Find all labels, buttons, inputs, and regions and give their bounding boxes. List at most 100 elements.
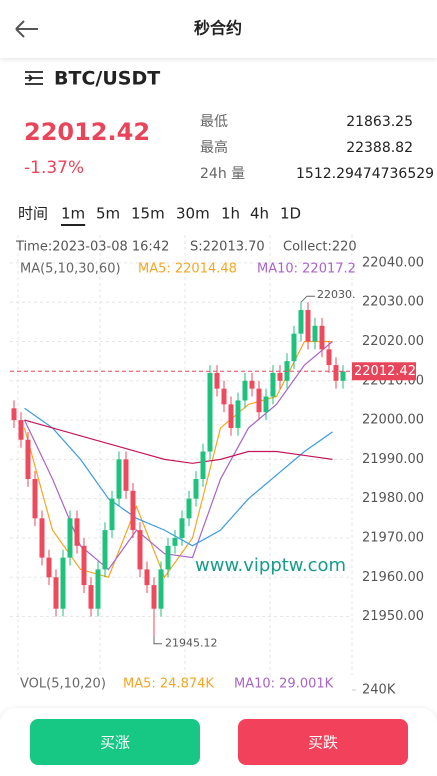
- change: -1.37%: [24, 158, 84, 178]
- candle-body: [235, 400, 241, 428]
- chart-info: Collect:220: [283, 240, 357, 255]
- candle-body: [11, 408, 17, 421]
- candle-body: [165, 545, 171, 570]
- stat-value: 22388.82: [346, 140, 413, 156]
- candle-body: [333, 365, 339, 381]
- ma-line: [24, 407, 333, 547]
- candle-body: [32, 479, 38, 519]
- menu-icon[interactable]: [25, 71, 43, 85]
- ma-legend: MA(5,10,30,60): [20, 262, 121, 277]
- stat-label: 24h 量: [200, 166, 245, 182]
- candle-body: [319, 325, 325, 350]
- time-tab[interactable]: 1h: [221, 205, 240, 223]
- candle-body: [25, 439, 31, 480]
- time-tab[interactable]: 5m: [96, 205, 120, 223]
- time-tab[interactable]: 30m: [176, 205, 210, 223]
- volume-legend: MA10: 29.001K: [234, 677, 334, 692]
- candle-body: [221, 388, 227, 405]
- y-tick-label: 21970.00: [362, 530, 424, 545]
- y-tick-label: 21980.00: [362, 491, 424, 506]
- volume-legend: VOL(5,10,20): [20, 677, 106, 692]
- buy-down-button[interactable]: [238, 719, 408, 765]
- header-bar: [0, 0, 437, 58]
- y-tick-label: 22020.00: [362, 334, 424, 349]
- ma-legend: MA5: 22014.48: [138, 262, 237, 277]
- time-tab[interactable]: 1D: [280, 205, 301, 223]
- candle-body: [95, 569, 101, 609]
- y-tick-label: 21990.00: [362, 452, 424, 467]
- page-title: 秒合约: [194, 19, 242, 38]
- chart-info: Time:2023-03-08 16:42: [15, 240, 169, 255]
- candle-body: [88, 585, 94, 609]
- buy-down-label: 买跌: [308, 734, 338, 752]
- candle-body: [298, 310, 304, 334]
- candle-body: [256, 388, 262, 413]
- chart-info: S:22013.70: [190, 240, 265, 255]
- candle-body: [340, 371, 346, 381]
- candle-body: [291, 333, 297, 362]
- candle-body: [18, 420, 24, 440]
- candle-body: [109, 498, 115, 531]
- candle-body: [130, 490, 136, 531]
- ma-line: [23, 340, 333, 579]
- candle-body: [67, 518, 73, 558]
- min-marker-arrow: [153, 635, 162, 645]
- candle-body: [172, 537, 178, 546]
- buy-up-label: 买涨: [100, 734, 130, 752]
- ma-legend: MA10: 22017.2: [257, 262, 356, 277]
- price: 22012.42: [24, 118, 150, 146]
- ma-line: [24, 419, 333, 464]
- candle-body: [123, 459, 129, 491]
- current-price-box: [352, 362, 416, 381]
- y-tick-label: 21960.00: [362, 570, 424, 585]
- max-marker-arrow: [300, 295, 315, 303]
- buy-up-button[interactable]: [30, 719, 200, 765]
- volume-tick-label: 240K: [362, 683, 396, 698]
- time-tab[interactable]: 4h: [250, 205, 269, 223]
- candle-body: [242, 380, 248, 401]
- stat-value: 1512.29474736529: [296, 166, 434, 182]
- candle-body: [312, 325, 318, 342]
- candle-body: [137, 530, 143, 570]
- candle-body: [158, 569, 164, 609]
- candle-body: [200, 451, 206, 480]
- candle-body: [249, 380, 255, 389]
- candle-body: [81, 545, 87, 586]
- time-tab[interactable]: 15m: [131, 205, 165, 223]
- candle-body: [228, 404, 234, 428]
- candle-body: [53, 577, 59, 609]
- candle-body: [46, 557, 52, 578]
- back-button[interactable]: [15, 20, 38, 38]
- min-marker-label: 21945.12: [165, 637, 218, 650]
- candle-body: [193, 479, 199, 499]
- candle-body: [151, 585, 157, 609]
- candle-body: [116, 459, 122, 499]
- y-tick-label: 22040.00: [362, 255, 424, 270]
- y-tick-label: 21950.00: [362, 609, 424, 624]
- symbol: BTC/USDT: [54, 68, 160, 90]
- candle-body: [179, 518, 185, 538]
- candle-body: [186, 498, 192, 519]
- candle-body: [326, 349, 332, 366]
- time-tab[interactable]: 时间: [18, 205, 48, 223]
- candle-body: [270, 372, 276, 397]
- stat-value: 21863.25: [346, 114, 413, 130]
- time-tab[interactable]: 1m: [61, 205, 85, 223]
- stat-label: 最高: [200, 139, 228, 156]
- candle-body: [60, 557, 66, 609]
- candle-body: [144, 569, 150, 586]
- stat-label: 最低: [200, 114, 228, 130]
- candle-body: [207, 372, 213, 452]
- candle-body: [102, 530, 108, 570]
- candle-body: [305, 310, 311, 342]
- y-tick-label: 22000.00: [362, 413, 424, 428]
- current-price-label: 22012.42: [354, 364, 416, 379]
- volume-legend: MA5: 24.874K: [123, 677, 214, 692]
- candle-body: [39, 518, 45, 558]
- candle-body: [74, 518, 80, 546]
- candle-body: [263, 396, 269, 413]
- max-marker-label: 22030.: [317, 288, 356, 301]
- y-tick-label: 22030.00: [362, 295, 424, 310]
